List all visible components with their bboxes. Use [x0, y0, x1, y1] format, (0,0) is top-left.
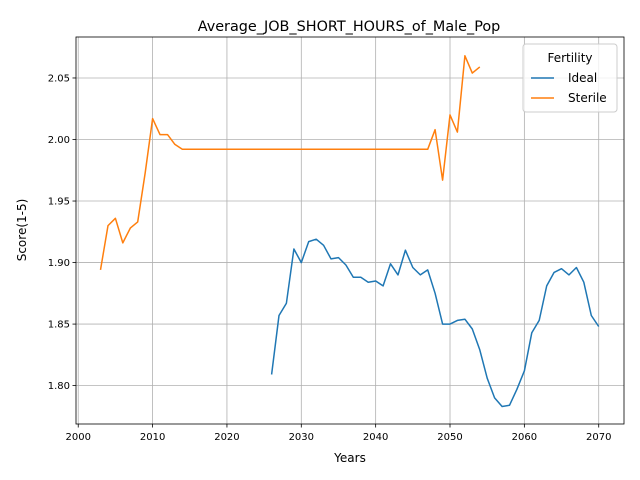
chart-title: Average_JOB_SHORT_HOURS_of_Male_Pop	[198, 19, 501, 35]
x-tick-label: 2040	[363, 432, 388, 443]
axis-ticks: 2000 2010 2020 2030 2040 2050 2060 2070 1.80 1.85…	[48, 73, 612, 443]
legend-box	[522, 43, 618, 113]
legend-label-ideal: Ideal	[568, 71, 597, 85]
legend-label-sterile: Sterile	[568, 91, 607, 105]
legend-title: Fertility	[547, 51, 592, 65]
y-tick-label: 1.85	[48, 320, 70, 331]
series-lines	[99, 55, 600, 408]
x-axis-label: Years	[333, 451, 366, 465]
plot-frame	[75, 36, 625, 425]
series-line-ideal	[270, 238, 600, 408]
y-tick-label: 1.80	[48, 381, 70, 392]
x-tick-label: 2000	[66, 432, 91, 443]
y-axis-label: Score(1-5)	[15, 199, 29, 262]
x-tick-label: 2020	[214, 432, 239, 443]
x-tick-label: 2010	[140, 432, 165, 443]
y-tick-label: 2.00	[48, 135, 70, 146]
x-tick-label: 2060	[512, 432, 537, 443]
y-tick-label: 1.90	[48, 258, 70, 269]
legend: Fertility Ideal Sterile	[522, 43, 618, 113]
x-tick-label: 2030	[289, 432, 314, 443]
series-line-sterile	[99, 55, 481, 271]
y-tick-label: 2.05	[48, 73, 70, 84]
y-tick-label: 1.95	[48, 197, 70, 208]
x-tick-label: 2070	[586, 432, 611, 443]
x-tick-label: 2050	[437, 432, 462, 443]
